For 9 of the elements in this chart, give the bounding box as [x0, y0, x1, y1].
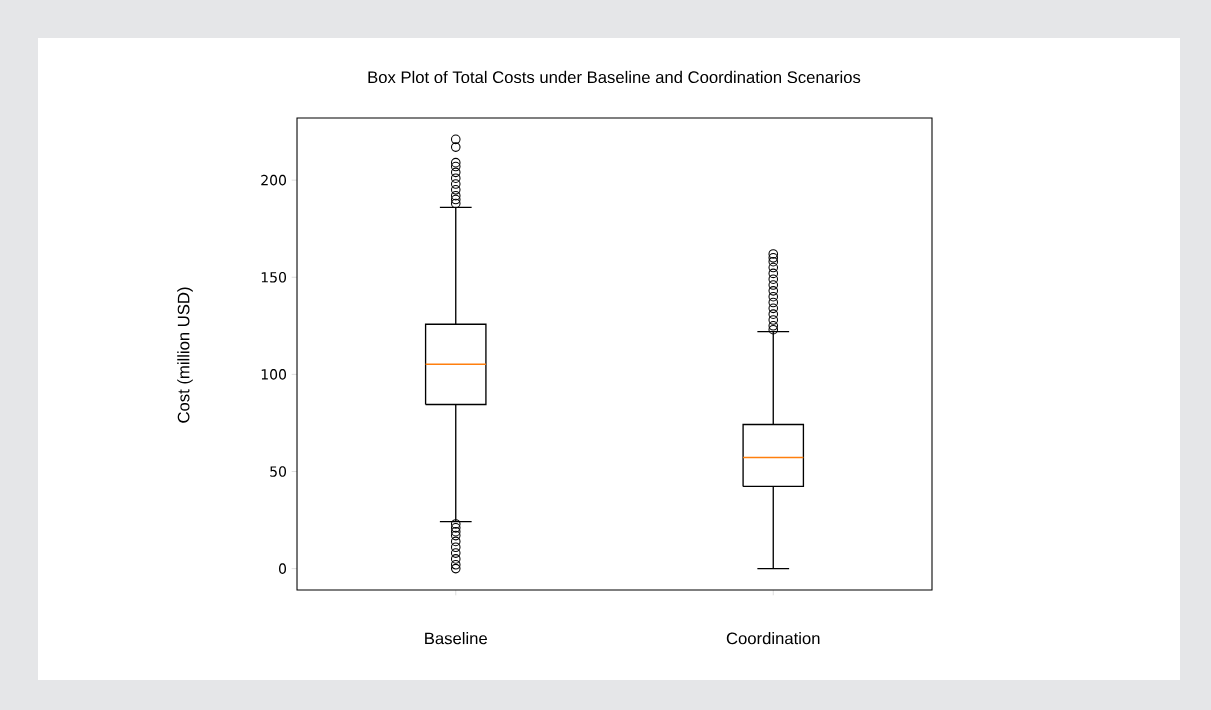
y-tick-label: 200	[261, 174, 287, 186]
y-tick-label: 100	[261, 369, 287, 380]
y-tick-label: 50	[270, 466, 287, 477]
y-tick-label: 150	[261, 271, 287, 283]
y-tick-label: 0	[278, 563, 287, 574]
y-axis-title: Cost (million USD)	[177, 287, 193, 423]
x-tick-label: Baseline	[425, 632, 487, 645]
x-tick-label: Coordination	[726, 632, 820, 645]
chart-title: Box Plot of Total Costs under Baseline and Coordination Scenarios	[368, 70, 861, 84]
